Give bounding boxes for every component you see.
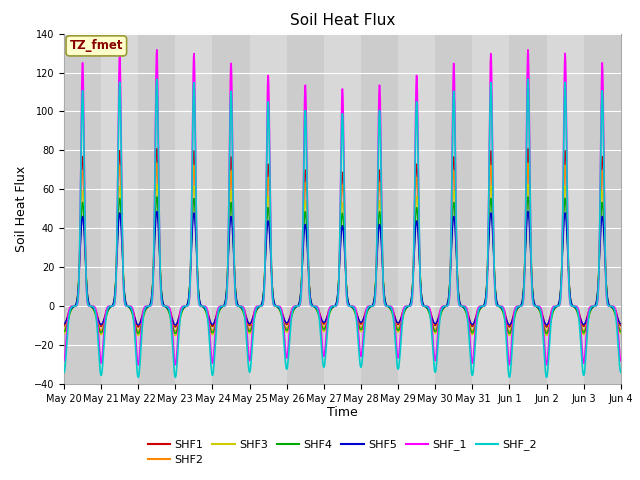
SHF_1 bbox=[247, 349, 255, 355]
SHF_2 bbox=[185, 300, 193, 306]
Title: Soil Heat Flux: Soil Heat Flux bbox=[290, 13, 395, 28]
SHF4 bbox=[172, 330, 179, 336]
SHF1 bbox=[617, 323, 625, 328]
Y-axis label: Soil Heat Flux: Soil Heat Flux bbox=[15, 166, 28, 252]
SHF_2 bbox=[617, 370, 625, 375]
SHF2 bbox=[185, 297, 193, 302]
X-axis label: Time: Time bbox=[327, 407, 358, 420]
Line: SHF_1: SHF_1 bbox=[64, 50, 621, 365]
SHF4 bbox=[185, 296, 193, 301]
SHF_1 bbox=[552, 303, 559, 309]
Bar bbox=[361, 34, 398, 384]
SHF3 bbox=[247, 329, 255, 335]
SHF5 bbox=[153, 209, 161, 215]
SHF4 bbox=[617, 328, 625, 334]
Bar bbox=[584, 34, 621, 384]
SHF_1 bbox=[429, 344, 437, 350]
Bar bbox=[509, 34, 547, 384]
Bar bbox=[324, 34, 361, 384]
SHF3 bbox=[153, 181, 161, 187]
SHF_1 bbox=[185, 302, 193, 308]
Line: SHF2: SHF2 bbox=[64, 163, 621, 331]
Line: SHF3: SHF3 bbox=[64, 184, 621, 336]
Bar bbox=[101, 34, 138, 384]
SHF3 bbox=[552, 305, 559, 311]
SHF_2 bbox=[502, 337, 510, 343]
SHF5 bbox=[617, 321, 625, 326]
SHF_1 bbox=[502, 324, 510, 330]
Bar bbox=[472, 34, 509, 384]
Line: SHF_2: SHF_2 bbox=[64, 79, 621, 377]
SHF5 bbox=[172, 322, 179, 328]
SHF1 bbox=[185, 298, 193, 304]
SHF2 bbox=[153, 160, 161, 166]
Bar bbox=[398, 34, 435, 384]
SHF_1 bbox=[60, 358, 68, 363]
SHF_2 bbox=[134, 374, 142, 380]
SHF_2 bbox=[429, 357, 437, 362]
SHF3 bbox=[172, 333, 179, 338]
SHF2 bbox=[247, 325, 255, 331]
Bar bbox=[250, 34, 287, 384]
SHF_2 bbox=[172, 374, 179, 380]
SHF2 bbox=[552, 304, 559, 310]
SHF4 bbox=[429, 326, 437, 332]
SHF5 bbox=[502, 316, 510, 322]
SHF1 bbox=[153, 145, 161, 151]
SHF4 bbox=[247, 327, 255, 333]
SHF_1 bbox=[134, 362, 142, 368]
SHF2 bbox=[172, 328, 179, 334]
SHF_2 bbox=[247, 361, 255, 367]
SHF3 bbox=[502, 324, 510, 329]
Bar bbox=[287, 34, 324, 384]
SHF_1 bbox=[617, 358, 625, 363]
SHF4 bbox=[502, 322, 510, 328]
Line: SHF5: SHF5 bbox=[64, 212, 621, 325]
SHF5 bbox=[60, 321, 68, 326]
SHF2 bbox=[429, 324, 437, 330]
Bar bbox=[212, 34, 250, 384]
SHF_2 bbox=[552, 303, 559, 309]
SHF_1 bbox=[153, 47, 161, 53]
SHF5 bbox=[552, 304, 559, 310]
Line: SHF1: SHF1 bbox=[64, 148, 621, 327]
SHF4 bbox=[153, 194, 161, 200]
SHF3 bbox=[185, 296, 193, 302]
SHF5 bbox=[185, 295, 193, 301]
SHF2 bbox=[502, 319, 510, 325]
SHF3 bbox=[617, 331, 625, 336]
SHF4 bbox=[60, 328, 68, 334]
Bar bbox=[138, 34, 175, 384]
SHF1 bbox=[429, 320, 437, 325]
SHF_1 bbox=[172, 361, 179, 367]
SHF4 bbox=[552, 305, 559, 311]
Bar bbox=[435, 34, 472, 384]
Text: TZ_fmet: TZ_fmet bbox=[70, 39, 123, 52]
SHF4 bbox=[134, 331, 142, 336]
SHF5 bbox=[247, 320, 255, 325]
SHF5 bbox=[134, 322, 142, 328]
SHF1 bbox=[60, 323, 68, 328]
SHF3 bbox=[134, 333, 142, 338]
SHF1 bbox=[134, 324, 142, 330]
SHF3 bbox=[60, 331, 68, 336]
Legend: SHF1, SHF2, SHF3, SHF4, SHF5, SHF_1, SHF_2: SHF1, SHF2, SHF3, SHF4, SHF5, SHF_1, SHF… bbox=[143, 435, 541, 469]
SHF1 bbox=[247, 321, 255, 327]
Line: SHF4: SHF4 bbox=[64, 197, 621, 334]
SHF_2 bbox=[153, 76, 161, 82]
Bar bbox=[175, 34, 212, 384]
SHF1 bbox=[502, 315, 510, 321]
Bar bbox=[547, 34, 584, 384]
Bar bbox=[64, 34, 101, 384]
SHF1 bbox=[172, 324, 179, 330]
SHF3 bbox=[429, 328, 437, 334]
SHF1 bbox=[552, 303, 559, 309]
SHF2 bbox=[617, 326, 625, 332]
SHF_2 bbox=[60, 370, 68, 375]
SHF5 bbox=[429, 319, 437, 325]
SHF2 bbox=[60, 326, 68, 332]
SHF2 bbox=[134, 328, 142, 334]
